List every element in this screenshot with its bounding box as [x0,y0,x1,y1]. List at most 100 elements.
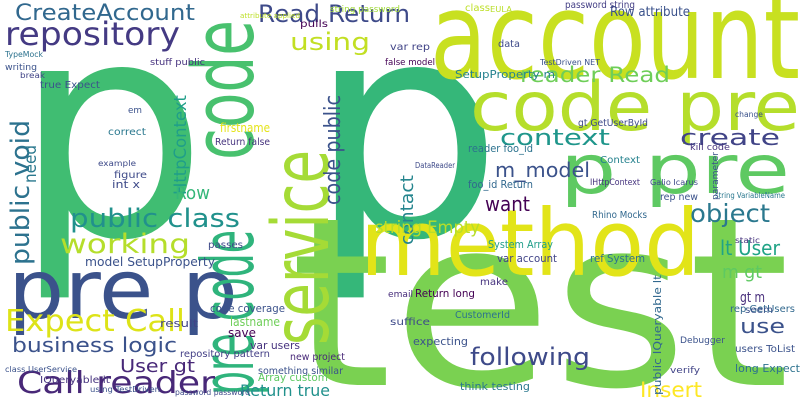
word: code [175,20,274,160]
word: IQueryable lt [40,375,110,386]
word: correct [108,127,146,138]
word: pulls [300,19,328,30]
word: firstname [220,121,270,135]
word: public class [70,204,240,234]
word: gt m [740,290,765,306]
word: Return true [240,381,330,400]
word: string Empty [375,218,480,238]
word: HttpContext [171,95,191,195]
word: public void [6,120,36,265]
word: change [735,110,763,119]
word: p pre [560,131,790,210]
word: seem [745,305,773,316]
word: break [20,71,45,80]
word: password string [565,0,635,11]
word: attribute applied [240,12,300,20]
word: CustomerId [455,310,510,321]
word: users ToList [735,344,795,355]
word: foo_id Return [468,178,533,191]
word: model SetupProperty [85,255,215,269]
word: rep new [660,192,698,203]
word: Row attribute [610,5,690,20]
word: context [500,126,610,151]
word: create [680,126,780,151]
word: reader Read [520,63,670,87]
word: stuff public [150,58,205,68]
word: expecting [413,335,468,348]
word: Read Return [258,0,410,28]
word: need [21,145,41,183]
word: static [735,236,760,245]
word: Array custom [258,371,328,384]
word: writing [5,63,37,73]
word: var rep [390,42,430,53]
word: contact [397,175,418,245]
word: Context [600,155,640,166]
word: false model [385,58,435,68]
word: long Expect [735,362,800,375]
word: passes [208,240,243,251]
word: p [308,0,503,306]
word: TestDriven NET [539,58,600,67]
word: Rhino Mocks [592,210,647,221]
word: code public [321,95,346,205]
word: lt User [720,236,781,260]
word: rep GetUsers [730,304,795,315]
word: Return false [215,137,270,148]
word: true Expect [40,80,100,91]
word: p [13,0,208,306]
word: var users [250,339,300,352]
word: m gt [722,262,762,283]
word: System Array [488,238,553,251]
word: User gt [120,356,195,377]
word: pre p [8,243,238,338]
word: figure [114,170,147,181]
word: class UserService [5,365,77,374]
word: kill code [690,143,730,153]
word: DataReader [415,161,456,170]
word: data [498,39,520,50]
word: Insert [640,378,702,400]
word: class [465,3,490,14]
word: em [128,106,142,116]
word: password password [175,388,250,397]
word: account [430,0,800,107]
word: test [290,168,790,400]
word: SetupProperty m [455,68,555,81]
word: Debugger [680,336,725,346]
word: code pre [470,68,800,147]
word: using TestDriven [90,385,160,394]
word: business logic [12,333,177,357]
word: example [98,159,136,168]
word: result [160,317,199,330]
word: make [480,277,508,288]
word: using [290,28,370,56]
word: public IQueryable lt [651,274,664,395]
word: think testing [460,380,530,393]
word: pre code [186,230,270,395]
word: Call reader [17,366,216,400]
word: Return long [415,287,475,300]
word: gt GetUserById [578,118,648,129]
word: string password [330,5,400,15]
word: repository pattern [180,349,270,360]
word: Row [175,183,210,204]
word: use [740,314,785,338]
word: repository [5,15,180,53]
word: TypeMock [4,50,43,59]
word: save [228,326,256,340]
word: object [690,199,770,228]
word: new project [290,352,345,363]
word: string VariableName [715,191,785,200]
word: reader foo_id [468,142,533,155]
word: email [388,290,413,300]
word: suffice [390,317,430,328]
word: IHttpContext [590,178,640,188]
word: verify [670,366,701,376]
word: code coverage [210,302,285,315]
word: lastname [230,315,280,329]
word: EULA [490,5,513,14]
word: ref System [590,252,645,265]
word: something similar [258,366,344,377]
